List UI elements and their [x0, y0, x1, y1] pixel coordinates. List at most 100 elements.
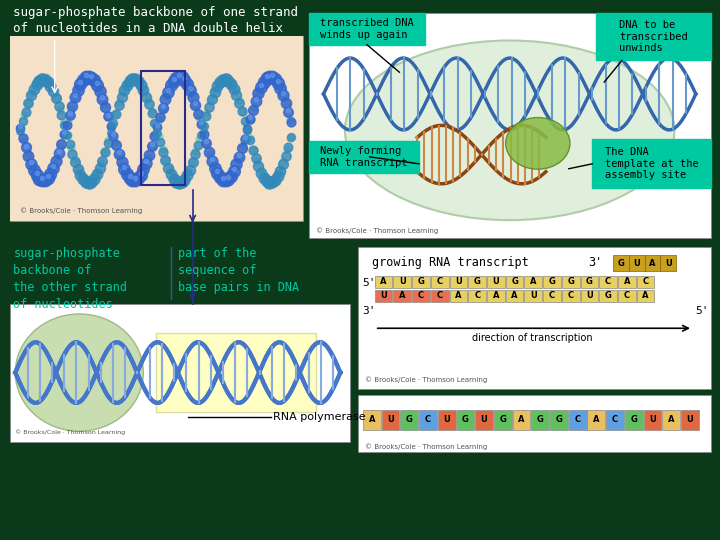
FancyBboxPatch shape [636, 290, 654, 302]
Text: RNA polymerase: RNA polymerase [274, 412, 366, 422]
Text: U: U [380, 291, 387, 300]
Ellipse shape [505, 118, 570, 169]
Text: C: C [549, 291, 555, 300]
Text: U: U [455, 278, 462, 287]
FancyBboxPatch shape [487, 290, 505, 302]
Text: C: C [425, 415, 431, 424]
FancyBboxPatch shape [580, 290, 598, 302]
Text: Newly forming
RNA transcript: Newly forming RNA transcript [320, 146, 408, 168]
Text: A: A [518, 415, 525, 424]
Text: part of the
sequence of
base pairs in DNA: part of the sequence of base pairs in DN… [178, 247, 299, 294]
FancyBboxPatch shape [412, 276, 430, 288]
FancyBboxPatch shape [382, 410, 400, 430]
Text: U: U [387, 415, 394, 424]
Text: growing RNA transcript: growing RNA transcript [372, 256, 528, 269]
Text: C: C [437, 278, 443, 287]
Text: U: U [687, 415, 693, 424]
FancyBboxPatch shape [550, 410, 568, 430]
Text: A: A [511, 291, 518, 300]
Text: G: G [474, 278, 481, 287]
Text: A: A [399, 291, 405, 300]
FancyBboxPatch shape [596, 13, 711, 60]
Text: G: G [418, 278, 425, 287]
FancyBboxPatch shape [456, 410, 474, 430]
Text: G: G [605, 291, 611, 300]
FancyBboxPatch shape [394, 276, 411, 288]
FancyBboxPatch shape [309, 141, 419, 173]
FancyBboxPatch shape [569, 410, 587, 430]
FancyBboxPatch shape [644, 255, 660, 271]
Text: U: U [649, 415, 656, 424]
FancyBboxPatch shape [580, 276, 598, 288]
FancyBboxPatch shape [449, 276, 467, 288]
Text: © Brooks/Cole · Thomson Learning: © Brooks/Cole · Thomson Learning [20, 207, 143, 214]
Text: 5': 5' [362, 278, 375, 288]
FancyBboxPatch shape [543, 276, 561, 288]
FancyBboxPatch shape [431, 276, 449, 288]
Text: A: A [492, 291, 499, 300]
FancyBboxPatch shape [431, 290, 449, 302]
Text: transcribed DNA
winds up again: transcribed DNA winds up again [320, 18, 414, 40]
FancyBboxPatch shape [562, 290, 580, 302]
FancyBboxPatch shape [681, 410, 699, 430]
FancyBboxPatch shape [618, 290, 636, 302]
Text: C: C [474, 291, 480, 300]
FancyBboxPatch shape [636, 276, 654, 288]
FancyBboxPatch shape [593, 139, 711, 188]
Text: C: C [575, 415, 581, 424]
FancyBboxPatch shape [394, 290, 411, 302]
FancyBboxPatch shape [468, 276, 486, 288]
Text: sugar-phosphate backbone of one strand
of nucleotides in a DNA double helix: sugar-phosphate backbone of one strand o… [14, 6, 298, 35]
FancyBboxPatch shape [505, 290, 523, 302]
FancyBboxPatch shape [606, 410, 624, 430]
FancyBboxPatch shape [599, 290, 617, 302]
FancyBboxPatch shape [375, 290, 392, 302]
Text: A: A [642, 291, 649, 300]
Text: G: G [537, 415, 544, 424]
Text: G: G [549, 278, 555, 287]
Text: G: G [630, 415, 637, 424]
FancyBboxPatch shape [309, 13, 711, 238]
Ellipse shape [15, 314, 143, 431]
FancyBboxPatch shape [10, 36, 303, 221]
FancyBboxPatch shape [494, 410, 512, 430]
Text: 3': 3' [362, 306, 375, 315]
FancyBboxPatch shape [468, 290, 486, 302]
FancyBboxPatch shape [662, 410, 680, 430]
FancyBboxPatch shape [660, 255, 676, 271]
Text: A: A [530, 278, 536, 287]
Text: A: A [649, 259, 656, 268]
FancyBboxPatch shape [156, 333, 316, 412]
Text: © Brooks/Cole · Thomson Learning: © Brooks/Cole · Thomson Learning [365, 444, 487, 450]
FancyBboxPatch shape [543, 290, 561, 302]
Text: C: C [567, 291, 574, 300]
FancyBboxPatch shape [358, 247, 711, 389]
Text: © Brooks/Cole · Thomson Learning: © Brooks/Cole · Thomson Learning [15, 429, 125, 435]
Text: U: U [444, 415, 450, 424]
Text: DNA to be
transcribed
unwinds: DNA to be transcribed unwinds [619, 20, 688, 53]
FancyBboxPatch shape [419, 410, 437, 430]
Text: U: U [481, 415, 487, 424]
Text: sugar-phosphate
backbone of
the other strand
of nucleotides: sugar-phosphate backbone of the other st… [14, 247, 127, 310]
Text: A: A [369, 415, 375, 424]
Text: A: A [380, 278, 387, 287]
FancyBboxPatch shape [358, 395, 711, 453]
Text: U: U [586, 291, 593, 300]
Text: © Brooks/Cole · Thomson Learning: © Brooks/Cole · Thomson Learning [315, 227, 438, 234]
FancyBboxPatch shape [644, 410, 662, 430]
FancyBboxPatch shape [613, 255, 629, 271]
Text: C: C [418, 291, 424, 300]
Text: The DNA
template at the
assembly site: The DNA template at the assembly site [605, 147, 698, 180]
FancyBboxPatch shape [412, 290, 430, 302]
Text: G: G [511, 278, 518, 287]
Text: G: G [618, 259, 624, 268]
FancyBboxPatch shape [588, 410, 606, 430]
Text: A: A [593, 415, 600, 424]
Text: A: A [668, 415, 675, 424]
Text: G: G [406, 415, 413, 424]
Text: 3': 3' [588, 256, 603, 269]
Text: U: U [492, 278, 499, 287]
Text: U: U [634, 259, 640, 268]
Ellipse shape [345, 40, 675, 220]
Text: C: C [624, 291, 630, 300]
